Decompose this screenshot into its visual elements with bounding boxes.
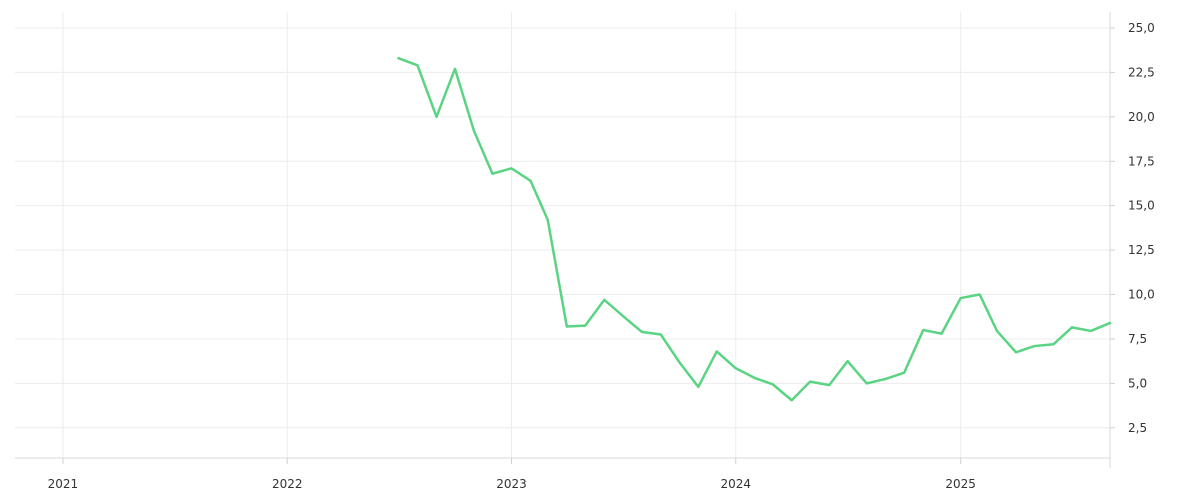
y-tick-label: 7,5 — [1128, 332, 1147, 346]
data-point — [603, 299, 605, 301]
data-point — [1052, 343, 1054, 345]
data-point — [865, 382, 867, 384]
data-point — [940, 332, 942, 334]
y-tick-label: 15,0 — [1128, 199, 1155, 213]
series-group — [397, 56, 1112, 402]
y-tick-label: 20,0 — [1128, 110, 1155, 124]
data-point — [922, 329, 924, 331]
data-point — [996, 330, 998, 332]
series-line — [397, 56, 1112, 402]
axes — [15, 12, 1115, 468]
data-point — [622, 315, 624, 317]
y-tick-label: 5,0 — [1128, 376, 1147, 390]
x-tick-label: 2024 — [721, 477, 752, 491]
data-point — [1071, 326, 1073, 328]
data-point — [397, 57, 399, 59]
y-tick-label: 2,5 — [1128, 421, 1147, 435]
y-tick-label: 10,0 — [1128, 288, 1155, 302]
x-tick-label: 2022 — [272, 477, 303, 491]
y-tick-label: 17,5 — [1128, 154, 1155, 168]
data-point — [435, 116, 437, 118]
data-point — [959, 297, 961, 299]
data-point — [809, 380, 811, 382]
data-point — [903, 372, 905, 374]
data-point — [771, 383, 773, 385]
y-tick-label: 25,0 — [1128, 21, 1155, 35]
data-point — [547, 219, 549, 221]
data-point — [846, 360, 848, 362]
data-point — [979, 293, 981, 295]
data-point — [510, 167, 512, 169]
data-point — [1033, 345, 1035, 347]
data-point — [697, 386, 699, 388]
data-point — [566, 325, 568, 327]
data-point — [1015, 351, 1017, 353]
x-tick-label: 2023 — [496, 477, 527, 491]
data-point — [1090, 330, 1092, 332]
data-point — [678, 361, 680, 363]
data-point — [641, 331, 643, 333]
data-point — [473, 130, 475, 132]
x-tick-label: 2021 — [48, 477, 79, 491]
grid-lines — [15, 12, 1110, 458]
data-point — [584, 324, 586, 326]
data-point — [754, 377, 756, 379]
tick-labels: 2,5 5,0 7,5 10,0 12,5 15,0 17,5 20,0 22,5 25,0 202… — [48, 21, 1155, 491]
y-tick-label: 22,5 — [1128, 65, 1155, 79]
y-tick-label: 12,5 — [1128, 243, 1155, 257]
data-point — [735, 367, 737, 369]
data-point — [828, 384, 830, 386]
data-point — [416, 64, 418, 66]
data-point — [454, 68, 456, 70]
data-point — [716, 350, 718, 352]
data-point — [529, 180, 531, 182]
data-point — [791, 399, 793, 401]
data-point — [1109, 322, 1111, 324]
data-point — [885, 378, 887, 380]
x-tick-label: 2025 — [945, 477, 976, 491]
data-point — [491, 173, 493, 175]
data-point — [660, 333, 662, 335]
